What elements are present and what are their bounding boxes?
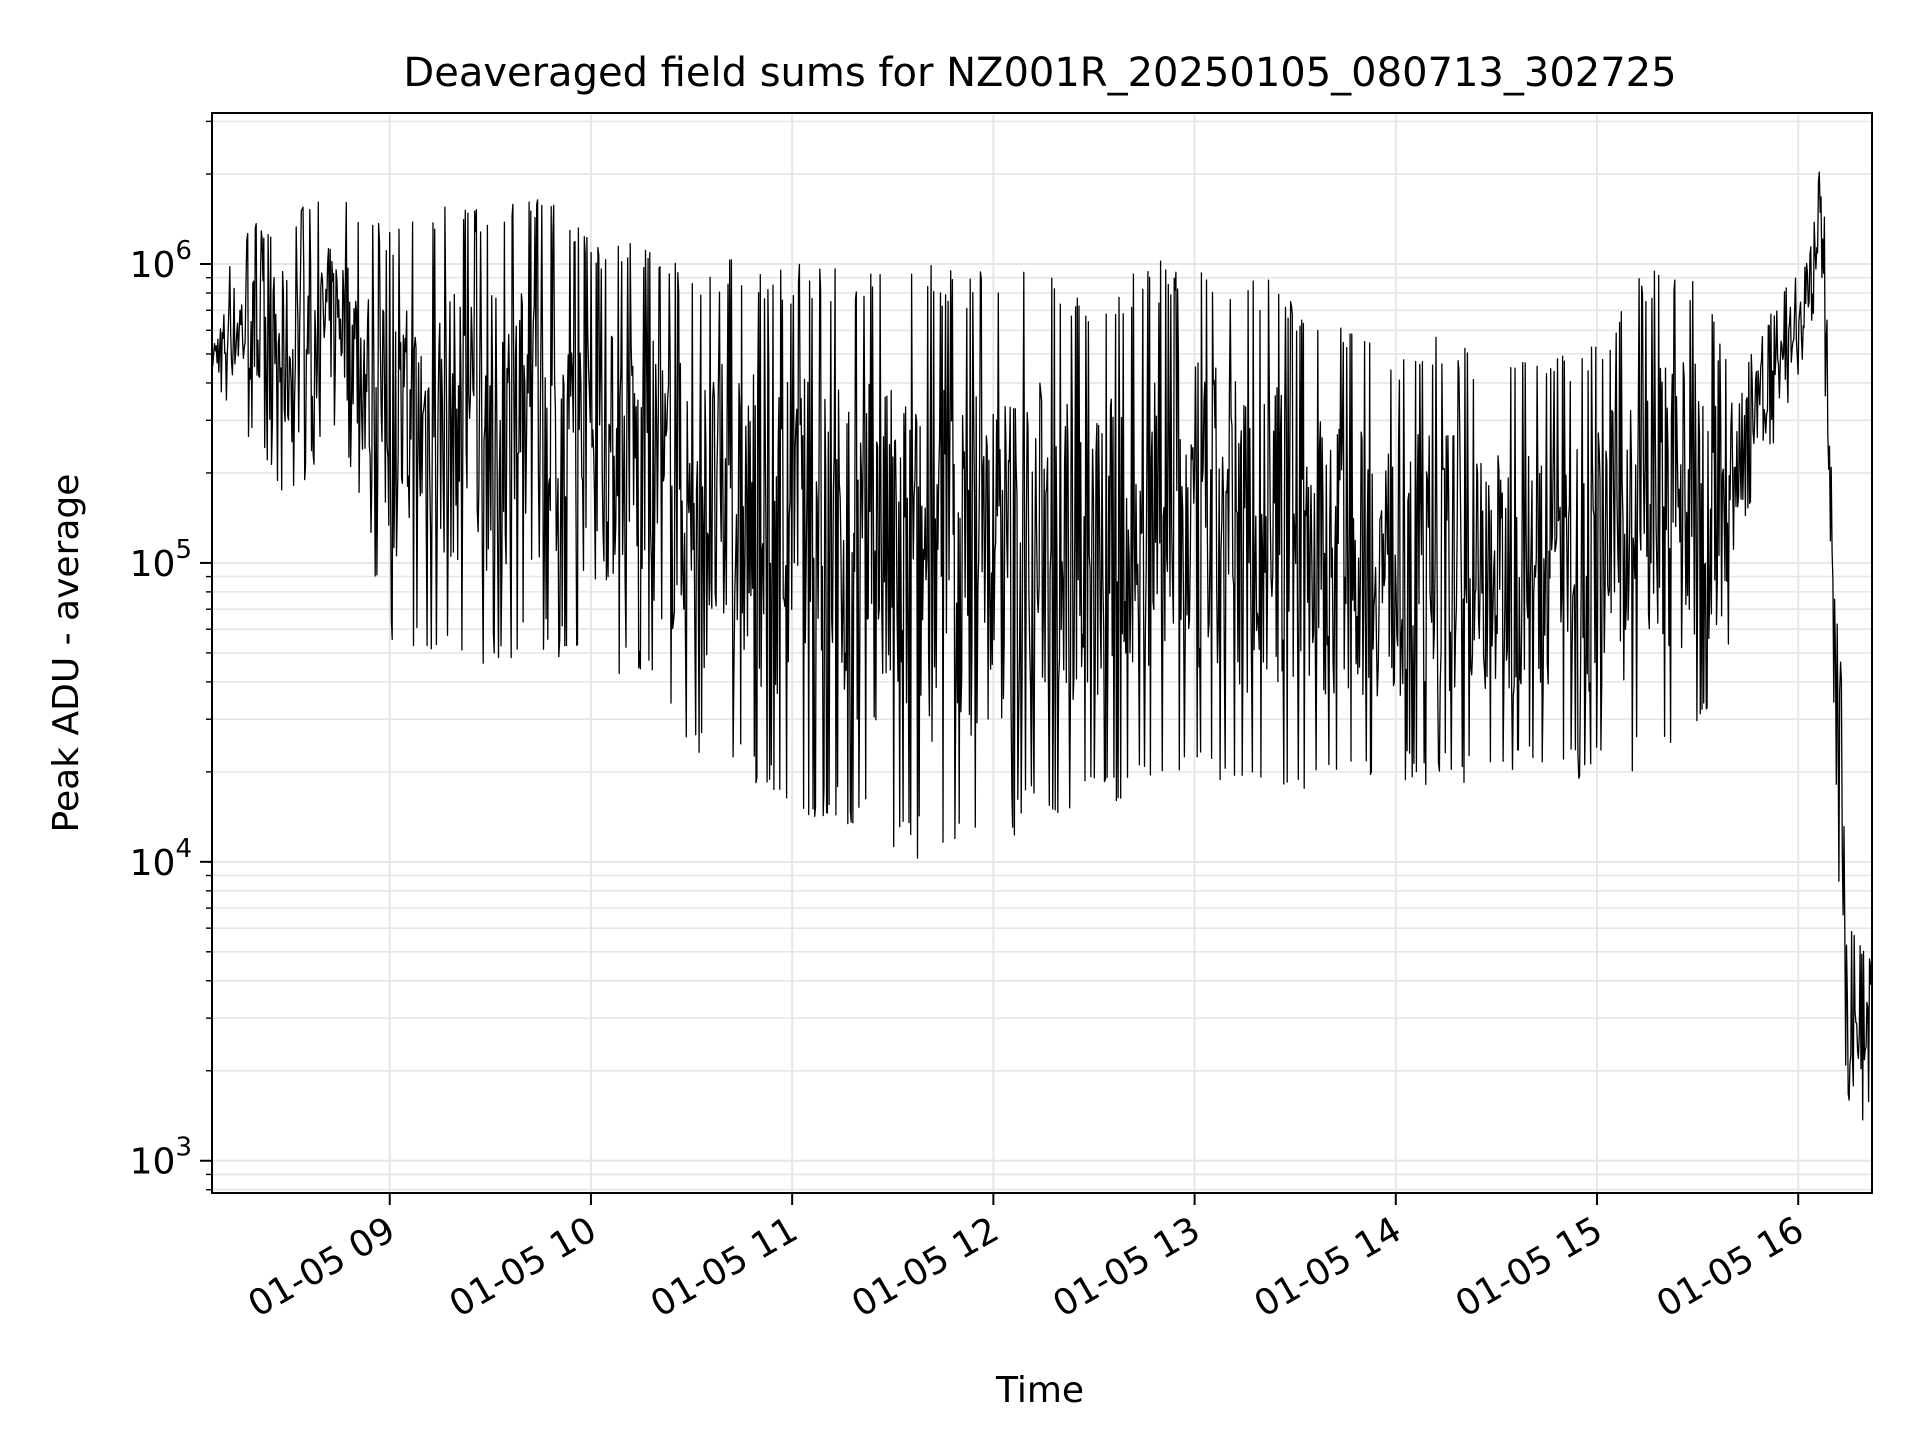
y-tick-label: 103	[130, 1133, 192, 1183]
chart-title: Deaveraged field sums for NZ001R_2025010…	[403, 50, 1676, 96]
data-layer	[211, 171, 1872, 1121]
y-axis-label: Peak ADU - average	[46, 474, 87, 833]
x-axis-label: Time	[995, 1370, 1084, 1411]
y-tick-label: 106	[130, 236, 192, 286]
series-line	[211, 171, 1872, 1121]
y-axis: 103 104 105 106	[130, 120, 212, 1191]
y-tick-label: 105	[130, 535, 192, 585]
y-tick-label: 104	[130, 834, 192, 884]
